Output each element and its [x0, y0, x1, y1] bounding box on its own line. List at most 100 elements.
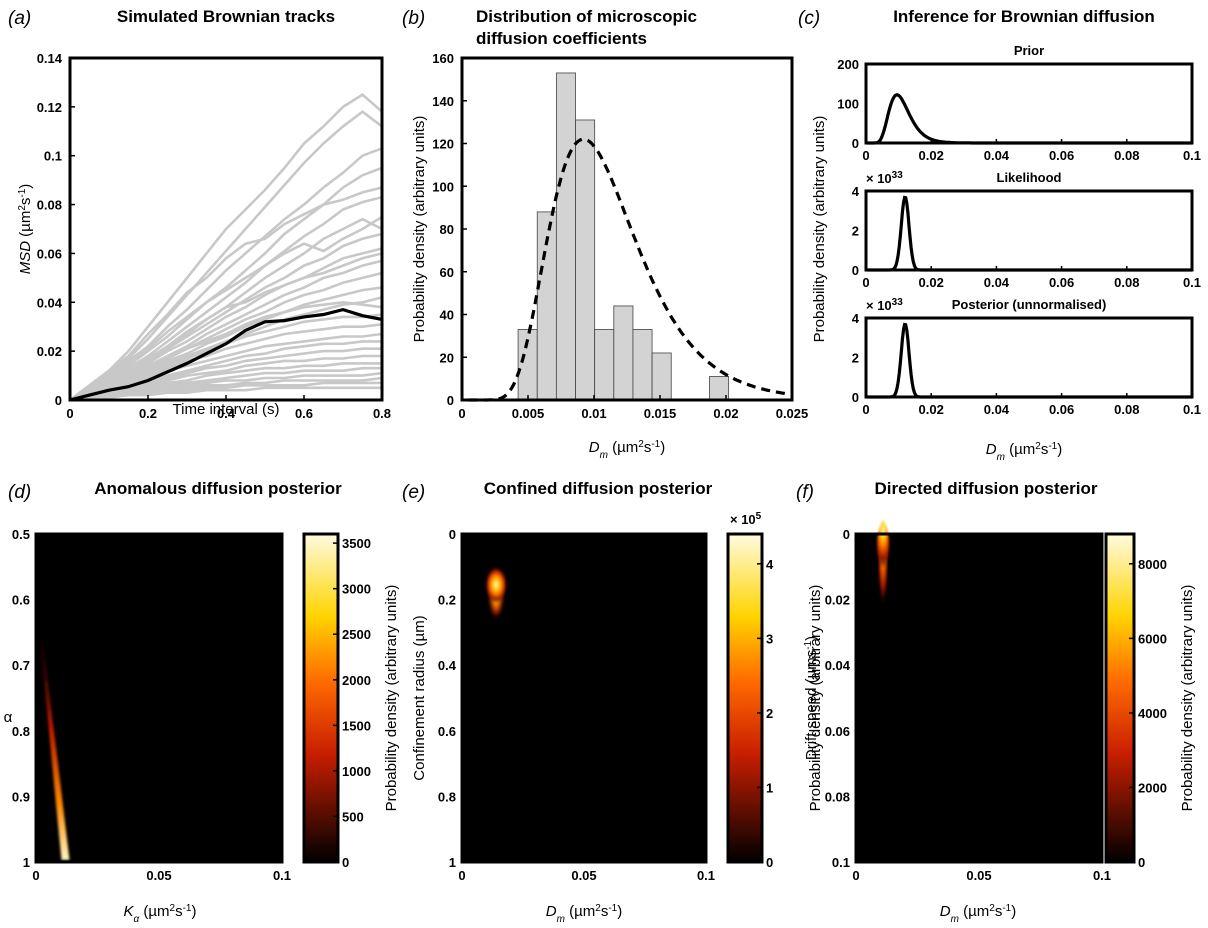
histogram-bar [594, 329, 615, 401]
panel-c-subplot-posterior: Posterior (unnormalised) × 1033 0 0.02 0.04 0… [852, 297, 1201, 418]
panel-d-colorbar [304, 534, 338, 862]
xtick-label: 0 [862, 148, 869, 163]
histogram-bar [651, 352, 672, 401]
panel-d-colorbar-tick-label: 1000 [342, 764, 371, 779]
panel-b-xtick-label: 0.025 [776, 406, 809, 421]
track-line [70, 354, 382, 400]
panel-c-xlabel: Dm (µm2s-1) [986, 441, 1062, 463]
panel-e: (e) Confined diffusion posterior 0 0.05 0.1 0… [402, 479, 824, 925]
track-line [70, 215, 382, 400]
histogram-bar [632, 329, 653, 401]
panel-e-ytick-label: 0.2 [438, 593, 456, 608]
panel-a: (a) Simulated Brownian tracks 0 0.2 0.4 0.6 0.… [8, 7, 391, 421]
panel-b-xtick-label: 0.01 [581, 406, 606, 421]
ytick-label: 2 [852, 224, 859, 239]
panel-b: (b) Distribution of microscopic diffusion … [402, 7, 808, 461]
panel-b-xtick-label: 0.015 [644, 406, 677, 421]
panel-label-d: (d) [8, 482, 31, 503]
panel-f-ylabel: Drift speed (µms-1) [803, 636, 821, 760]
panel-e-xtick-label: 0 [458, 868, 465, 883]
panel-e-colorbar-tick-label: 1 [766, 780, 773, 795]
panel-f-colorbar-frame [1104, 532, 1136, 864]
panel-d-ytick-label: 0.5 [12, 527, 30, 542]
panel-label-f: (f) [796, 482, 814, 503]
panel-b-ytick-label: 120 [432, 137, 454, 152]
panel-e-ytick-label: 0.6 [438, 724, 456, 739]
panel-d-colorbar-tick-label: 0 [342, 855, 349, 870]
panel-f-colorbar-tick-label: 2000 [1138, 780, 1167, 795]
panel-a-ytick-label: 0 [55, 393, 62, 408]
panel-f-colorbar-tick-label: 8000 [1138, 557, 1167, 572]
panel-e-ytick-label: 0.4 [438, 658, 457, 673]
panel-b-ytick-label: 20 [440, 350, 454, 365]
panel-e-ylabel: Confinement radius (µm) [411, 615, 428, 780]
ytick-label: 200 [837, 57, 859, 72]
panel-a-xtick-label: 0.2 [139, 406, 157, 421]
track-line [70, 247, 382, 400]
panel-label-b: (b) [402, 8, 425, 29]
panel-e-ytick-label: 0 [449, 527, 456, 542]
xtick-label: 0.1 [1183, 148, 1201, 163]
xtick-label: 0.06 [1049, 275, 1074, 290]
panel-d-xtick-label: 0 [32, 868, 39, 883]
track-line [70, 147, 382, 400]
panel-b-ytick-label: 80 [440, 222, 454, 237]
panel-d-ytick-label: 1 [23, 855, 30, 870]
track-line [70, 386, 382, 400]
track-line [70, 366, 382, 400]
xtick-label: 0.1 [1183, 275, 1201, 290]
xtick-label: 0 [862, 275, 869, 290]
panel-f-title: Directed diffusion posterior [875, 479, 1098, 498]
panel-a-ytick-label: 0.1 [44, 149, 62, 164]
panel-f-colorbar-tick-label: 4000 [1138, 706, 1167, 721]
panel-d-heatmap [36, 534, 282, 862]
panel-f-colorbar-tick-label: 6000 [1138, 631, 1167, 646]
panel-e-colorbar [728, 534, 762, 862]
panel-d-ytick-label: 0.6 [12, 593, 30, 608]
panel-f-frame [854, 532, 1104, 864]
panel-d-ytick-label: 0.8 [12, 724, 30, 739]
track-line [70, 300, 382, 400]
panel-e-colorbar-tick-label: 3 [766, 631, 773, 646]
panel-b-xtick-label: 0.005 [512, 406, 545, 421]
panel-label-c: (c) [798, 8, 820, 29]
panel-c-subplot-likelihood: Likelihood × 1033 0 0.02 0.04 0.06 0.08 0.1 0 2 4 [852, 170, 1201, 291]
panel-a-ytick-label: 0.06 [37, 246, 62, 261]
density-curve [866, 322, 1192, 399]
panel-c-subplot-prior: Prior 0 0.02 0.04 0.06 0.08 0.1 0 100 200 [837, 43, 1201, 163]
panel-e-colorbar-label: Probability density (arbitrary units) [807, 585, 824, 812]
panel-e-colorbar-frame [726, 532, 764, 864]
track-line [70, 376, 382, 400]
panel-f-colorbar-tick-label: 0 [1138, 855, 1145, 870]
panel-b-ytick-label: 40 [440, 308, 454, 323]
panel-d-colorbar-tick-label: 3000 [342, 582, 371, 597]
xtick-label: 0.08 [1114, 402, 1139, 417]
histogram-bar [555, 72, 576, 401]
panel-e-xtick-label: 0.05 [571, 868, 596, 883]
ytick-label: 100 [837, 97, 859, 112]
panel-f-ytick-label: 0.08 [825, 789, 850, 804]
ytick-label: 0 [852, 263, 859, 278]
panel-b-ytick-label: 100 [432, 179, 454, 194]
panel-c: (c) Inference for Brownian diffusion Prior… [798, 7, 1201, 463]
panel-b-title-line1: Distribution of microscopic [476, 7, 697, 26]
xtick-label: 0.08 [1114, 148, 1139, 163]
panel-d-ytick-label: 0.9 [12, 789, 30, 804]
xtick-label: 0.04 [984, 148, 1010, 163]
panel-d-colorbar-tick-label: 2000 [342, 673, 371, 688]
ytick-label: 4 [852, 184, 860, 199]
panel-d-colorbar-label: Probability density (arbitrary units) [383, 585, 400, 812]
track-line [70, 92, 382, 400]
panel-c-ylabel: Probability density (arbitrary units) [811, 116, 828, 343]
subplot-title: Prior [1014, 43, 1044, 58]
panel-e-ytick-label: 1 [449, 855, 456, 870]
panel-label-a: (a) [8, 8, 31, 29]
panel-d-frame [34, 532, 284, 864]
panel-b-ytick-label: 0 [447, 393, 454, 408]
panel-d: (d) Anomalous diffusion posterior 0 0.05 0.1… [4, 479, 400, 925]
panel-f-xtick-label: 0.1 [1093, 868, 1111, 883]
panel-a-ytick-label: 0.02 [37, 344, 62, 359]
track-line [70, 195, 382, 400]
